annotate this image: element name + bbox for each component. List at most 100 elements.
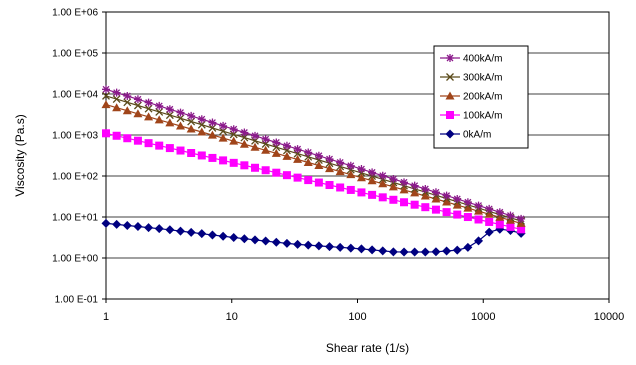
data-point-200ka-m bbox=[112, 103, 122, 112]
data-point-400ka-m bbox=[378, 171, 387, 180]
data-point-100ka-m bbox=[123, 134, 132, 143]
data-point-100ka-m bbox=[368, 190, 377, 199]
data-point-400ka-m bbox=[336, 158, 345, 167]
data-point-0ka-m bbox=[356, 244, 366, 254]
data-point-200ka-m bbox=[133, 109, 143, 118]
data-point-100ka-m bbox=[155, 141, 164, 150]
series-layer bbox=[101, 85, 526, 257]
data-point-200ka-m bbox=[293, 154, 303, 163]
data-point-200ka-m bbox=[207, 130, 217, 139]
data-point-300ka-m bbox=[123, 98, 132, 107]
data-point-100ka-m bbox=[197, 151, 206, 160]
data-point-400ka-m bbox=[346, 161, 355, 170]
data-point-200ka-m bbox=[420, 191, 430, 200]
data-point-400ka-m bbox=[187, 111, 196, 120]
data-point-0ka-m bbox=[484, 227, 494, 237]
data-point-200ka-m bbox=[325, 164, 335, 173]
data-point-100ka-m bbox=[474, 215, 483, 224]
data-point-100ka-m bbox=[133, 136, 142, 145]
y-tick-label: 1.00 E+05 bbox=[52, 49, 98, 60]
series-200ka-m bbox=[101, 100, 526, 227]
data-point-200ka-m bbox=[261, 145, 271, 154]
data-point-100ka-m bbox=[378, 193, 387, 202]
data-point-400ka-m bbox=[293, 145, 302, 154]
data-point-100ka-m bbox=[431, 205, 440, 214]
data-point-0ka-m bbox=[388, 247, 398, 257]
data-point-0ka-m bbox=[325, 242, 335, 252]
data-point-300ka-m bbox=[133, 101, 142, 110]
data-point-400ka-m bbox=[495, 208, 504, 217]
data-point-200ka-m bbox=[442, 197, 452, 206]
data-point-400ka-m bbox=[400, 178, 409, 187]
data-point-200ka-m bbox=[474, 206, 484, 215]
data-point-100ka-m bbox=[336, 183, 345, 192]
data-point-200ka-m bbox=[282, 151, 292, 160]
data-point-200ka-m bbox=[101, 100, 111, 109]
data-point-200ka-m bbox=[229, 136, 239, 145]
data-point-400ka-m bbox=[421, 184, 430, 193]
data-point-0ka-m bbox=[133, 222, 143, 232]
data-point-400ka-m bbox=[431, 188, 440, 197]
data-point-200ka-m bbox=[239, 139, 249, 148]
y-tick-label: 1.00 E+03 bbox=[52, 131, 98, 142]
data-point-100ka-m bbox=[176, 146, 185, 155]
data-point-0ka-m bbox=[431, 247, 441, 257]
data-point-200ka-m bbox=[505, 215, 515, 224]
data-point-400ka-m bbox=[112, 88, 121, 97]
y-tick-label: 1.00 E-01 bbox=[55, 295, 99, 306]
series-100ka-m bbox=[102, 129, 526, 234]
data-point-100ka-m bbox=[112, 131, 121, 140]
legend-item-0ka-m: 0kA/m bbox=[440, 129, 491, 141]
data-point-100ka-m bbox=[389, 195, 398, 204]
data-point-100ka-m bbox=[240, 161, 249, 170]
data-point-100ka-m bbox=[251, 163, 260, 172]
data-point-100ka-m bbox=[442, 208, 451, 217]
data-point-100ka-m bbox=[165, 144, 174, 153]
data-point-100ka-m bbox=[272, 168, 281, 177]
axis-ticks: 1.00 E-01 1.00 E+00 1.00 E+01 1.00 E+02 1.00… bbox=[52, 8, 624, 324]
data-point-0ka-m bbox=[474, 236, 484, 246]
data-point-100ka-m bbox=[282, 171, 291, 180]
data-point-0ka-m bbox=[239, 234, 249, 244]
data-point-0ka-m bbox=[335, 242, 345, 252]
data-point-100ka-m bbox=[325, 181, 334, 190]
data-point-200ka-m bbox=[399, 185, 409, 194]
data-point-100ka-m bbox=[410, 200, 419, 209]
data-point-100ka-m bbox=[357, 188, 366, 197]
data-point-400ka-m bbox=[272, 138, 281, 147]
data-point-0ka-m bbox=[367, 245, 377, 255]
series-line-300ka-m bbox=[105, 95, 522, 222]
data-point-400ka-m bbox=[251, 131, 260, 140]
data-point-300ka-m bbox=[112, 95, 121, 104]
data-point-0ka-m bbox=[346, 243, 356, 253]
legend-item-300ka-m: 300kA/m bbox=[440, 73, 502, 84]
data-point-300ka-m bbox=[187, 117, 196, 126]
data-point-0ka-m bbox=[452, 245, 462, 255]
legend-marker-0ka-m bbox=[445, 129, 455, 139]
data-point-200ka-m bbox=[356, 173, 366, 182]
data-point-300ka-m bbox=[165, 111, 174, 120]
data-point-400ka-m bbox=[144, 98, 153, 107]
data-point-400ka-m bbox=[155, 101, 164, 110]
data-point-0ka-m bbox=[314, 241, 324, 251]
data-point-200ka-m bbox=[197, 127, 207, 136]
data-point-100ka-m bbox=[453, 210, 462, 219]
data-point-100ka-m bbox=[229, 158, 238, 167]
data-point-0ka-m bbox=[378, 246, 388, 256]
data-point-400ka-m bbox=[282, 141, 291, 150]
data-point-300ka-m bbox=[144, 104, 153, 113]
data-point-100ka-m bbox=[314, 178, 323, 187]
data-point-200ka-m bbox=[154, 115, 164, 124]
data-point-0ka-m bbox=[101, 218, 111, 228]
data-point-0ka-m bbox=[271, 237, 281, 247]
data-point-0ka-m bbox=[122, 220, 132, 230]
data-point-300ka-m bbox=[155, 107, 164, 116]
data-point-400ka-m bbox=[197, 115, 206, 124]
data-point-200ka-m bbox=[388, 182, 398, 191]
x-tick-label: 10000 bbox=[594, 311, 625, 323]
data-point-0ka-m bbox=[218, 231, 228, 241]
data-point-100ka-m bbox=[208, 153, 217, 162]
y-tick-label: 1.00 E+00 bbox=[52, 254, 98, 265]
data-point-0ka-m bbox=[144, 223, 154, 233]
